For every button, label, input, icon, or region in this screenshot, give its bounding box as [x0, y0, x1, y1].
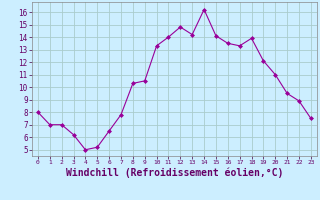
- X-axis label: Windchill (Refroidissement éolien,°C): Windchill (Refroidissement éolien,°C): [66, 168, 283, 178]
